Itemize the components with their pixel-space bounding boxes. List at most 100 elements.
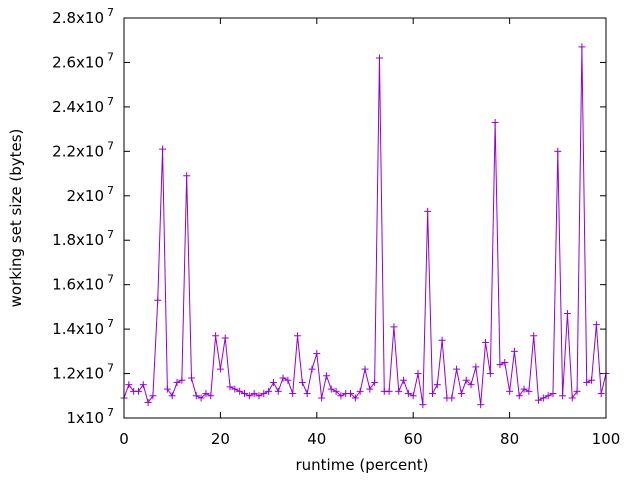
data-point	[332, 387, 340, 395]
y-tick-mantissa: 2.6x10	[52, 53, 104, 71]
data-point	[472, 363, 480, 371]
data-point	[366, 385, 374, 393]
data-point	[245, 392, 253, 400]
data-point	[168, 392, 176, 400]
data-point	[178, 376, 186, 384]
x-tick-label: 20	[211, 430, 230, 448]
y-tick-exponent: 7	[107, 184, 114, 197]
data-point	[207, 392, 215, 400]
y-tick-label: 2.8x10 7	[52, 6, 114, 27]
data-point	[448, 394, 456, 402]
data-point	[510, 347, 518, 355]
data-point	[241, 390, 248, 398]
data-point	[260, 390, 268, 398]
data-point	[419, 401, 427, 409]
data-point	[592, 321, 600, 329]
y-tick-label: 2.4x10 7	[52, 95, 114, 116]
data-point	[467, 381, 475, 389]
data-point	[163, 385, 171, 393]
y-tick-exponent: 7	[107, 139, 114, 152]
data-point	[583, 378, 591, 386]
data-point	[284, 376, 292, 384]
data-point	[588, 376, 596, 384]
data-point	[554, 147, 562, 155]
data-point	[183, 172, 191, 180]
data-point	[597, 390, 605, 398]
data-point	[438, 336, 446, 344]
data-point	[404, 390, 412, 398]
data-point	[125, 381, 133, 389]
data-point	[400, 376, 408, 384]
y-tick-label: 2.2x10 7	[52, 139, 114, 160]
y-tick-mantissa: 1.4x10	[52, 320, 104, 338]
data-point	[134, 387, 142, 395]
data-point	[154, 296, 162, 304]
data-point	[559, 392, 567, 400]
y-tick-mantissa: 2x10	[66, 187, 104, 205]
y-tick-exponent: 7	[107, 228, 114, 241]
data-point	[351, 394, 359, 402]
data-point	[482, 338, 489, 346]
data-point	[573, 387, 581, 395]
data-point	[395, 387, 403, 395]
y-axis-label: working set size (bytes)	[7, 129, 25, 308]
data-point	[375, 54, 383, 62]
x-axis-label: runtime (percent)	[296, 456, 429, 474]
y-tick-mantissa: 1.6x10	[52, 276, 104, 294]
x-tick-label: 0	[119, 430, 129, 448]
data-point	[255, 392, 263, 400]
data-point	[453, 365, 461, 373]
data-point	[563, 310, 571, 318]
data-point	[337, 392, 345, 400]
x-tick-label: 60	[404, 430, 423, 448]
data-point	[515, 392, 523, 400]
data-point	[298, 378, 306, 386]
data-point	[535, 396, 543, 404]
data-point	[216, 365, 224, 373]
data-point	[539, 394, 547, 402]
data-point	[192, 392, 200, 400]
data-point	[506, 387, 514, 395]
data-point	[390, 323, 398, 331]
data-point	[318, 394, 326, 402]
plot-area	[120, 43, 610, 409]
data-point	[144, 398, 152, 406]
y-tick-label: 2.6x10 7	[52, 50, 114, 71]
y-tick-label: 1.4x10 7	[52, 317, 114, 338]
y-tick-exponent: 7	[107, 317, 114, 330]
data-point	[433, 381, 441, 389]
y-tick-label: 1.6x10 7	[52, 273, 114, 294]
y-tick-label: 1.2x10 7	[52, 362, 114, 383]
y-tick-mantissa: 1x10	[66, 409, 104, 427]
data-point	[520, 385, 528, 393]
y-tick-exponent: 7	[107, 362, 114, 375]
data-point	[279, 374, 287, 382]
y-tick-exponent: 7	[107, 273, 114, 286]
data-point	[231, 385, 239, 393]
y-tick-label: 1x10 7	[66, 406, 114, 427]
data-point	[549, 390, 557, 398]
data-point	[477, 401, 485, 409]
data-point	[530, 332, 538, 340]
x-tick-label: 80	[500, 430, 519, 448]
data-point	[496, 361, 504, 369]
data-point	[187, 374, 195, 382]
data-point	[308, 365, 316, 373]
data-point	[173, 378, 181, 386]
plot-frame	[123, 17, 607, 419]
data-point	[149, 392, 157, 400]
data-point	[197, 394, 205, 402]
data-point	[289, 390, 297, 398]
data-point	[303, 390, 311, 398]
data-point	[457, 390, 465, 398]
y-tick-mantissa: 2.2x10	[52, 142, 104, 160]
y-tick-mantissa: 2.8x10	[52, 9, 104, 27]
data-point	[409, 392, 417, 400]
data-point	[212, 332, 220, 340]
data-point	[578, 43, 586, 51]
data-point	[385, 387, 393, 395]
data-point	[236, 387, 244, 395]
x-tick-label: 100	[592, 430, 621, 448]
